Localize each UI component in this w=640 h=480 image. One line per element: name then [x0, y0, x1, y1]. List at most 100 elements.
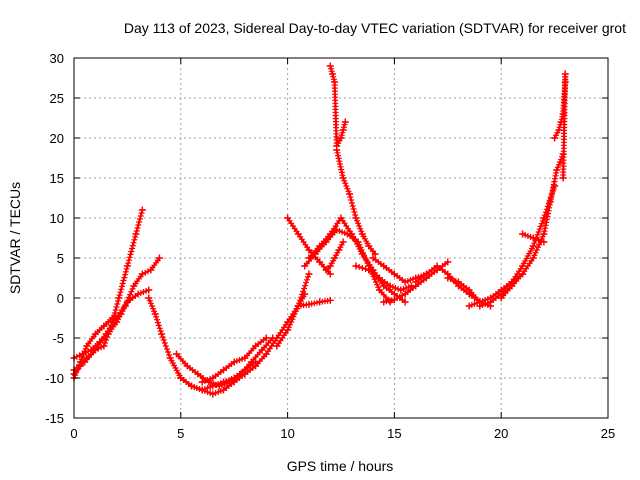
data-point — [559, 174, 567, 182]
data-point — [553, 166, 561, 174]
data-point — [284, 214, 292, 222]
data-point — [100, 322, 108, 330]
data-point — [132, 230, 140, 238]
data-point — [215, 382, 223, 390]
data-point — [151, 310, 159, 318]
data-point — [81, 358, 89, 366]
data-point — [519, 262, 527, 270]
data-point — [343, 230, 351, 238]
data-point — [375, 286, 383, 294]
series-markers — [327, 63, 349, 149]
data-point — [540, 238, 548, 246]
data-point — [301, 262, 309, 270]
data-point — [555, 126, 563, 134]
data-point — [305, 300, 313, 308]
data-points — [70, 62, 569, 398]
data-point — [401, 290, 409, 298]
data-point — [145, 294, 153, 302]
y-tick-label: -5 — [52, 331, 64, 346]
series-arc10 — [305, 214, 409, 306]
series-markers — [476, 183, 558, 309]
data-point — [91, 330, 99, 338]
data-point — [294, 302, 302, 310]
data-point — [183, 362, 191, 370]
series-line — [479, 185, 556, 308]
series-arc8 — [198, 334, 270, 386]
data-point — [375, 274, 383, 282]
data-point — [123, 298, 131, 306]
y-tick-label: 0 — [57, 291, 64, 306]
x-tick-label: 20 — [494, 426, 508, 441]
data-point — [369, 254, 377, 262]
data-point — [284, 326, 292, 334]
data-point — [422, 270, 430, 278]
data-point — [230, 378, 238, 386]
data-point — [540, 230, 548, 238]
data-point — [454, 278, 462, 286]
data-point — [209, 390, 217, 398]
data-point — [262, 334, 270, 342]
data-point — [335, 246, 343, 254]
data-point — [412, 278, 420, 286]
data-point — [346, 190, 354, 198]
data-point — [123, 262, 131, 270]
data-point — [113, 314, 121, 322]
data-point — [209, 374, 217, 382]
data-point — [352, 262, 360, 270]
x-tick-label: 15 — [387, 426, 401, 441]
data-point — [390, 296, 398, 304]
data-point — [433, 262, 441, 270]
data-point — [166, 354, 174, 362]
data-point — [273, 334, 281, 342]
series-arc24 — [497, 150, 567, 302]
data-point — [198, 386, 206, 394]
x-tick-label: 5 — [177, 426, 184, 441]
y-tick-label: 5 — [57, 251, 64, 266]
y-tick-label: -10 — [45, 371, 64, 386]
plot-frame — [73, 57, 609, 419]
data-point — [100, 342, 108, 350]
series-arc20 — [412, 262, 484, 306]
x-tick-label: 0 — [70, 426, 77, 441]
data-point — [322, 266, 330, 274]
series-arc11 — [301, 226, 394, 306]
data-point — [519, 230, 527, 238]
data-point — [177, 374, 185, 382]
data-point — [390, 270, 398, 278]
y-tick-label: -15 — [45, 411, 64, 426]
data-point — [258, 346, 266, 354]
data-point — [559, 110, 567, 118]
data-point — [83, 342, 91, 350]
y-tick-label: 25 — [50, 91, 64, 106]
series-line — [303, 228, 391, 303]
series-arc7 — [177, 290, 309, 398]
series-arc21 — [444, 274, 495, 310]
data-point — [134, 290, 142, 298]
data-point — [252, 362, 260, 370]
data-point — [341, 118, 349, 126]
data-point — [444, 258, 452, 266]
data-point — [326, 62, 334, 70]
data-point — [220, 386, 228, 394]
data-point — [326, 262, 334, 270]
data-point — [155, 254, 163, 262]
data-point — [529, 242, 537, 250]
data-point — [401, 278, 409, 286]
y-tick-label: 20 — [50, 131, 64, 146]
data-point — [147, 266, 155, 274]
data-point — [358, 230, 366, 238]
data-point — [339, 126, 347, 134]
series-arc16 — [326, 62, 349, 150]
data-point — [529, 254, 537, 262]
chart-title: Day 113 of 2023, Sidereal Day-to-day VTE… — [124, 20, 626, 36]
x-axis-label: GPS time / hours — [287, 458, 394, 474]
series-markers — [306, 215, 409, 305]
data-point — [444, 274, 452, 282]
data-point — [262, 350, 270, 358]
series-arc13 — [284, 214, 334, 278]
y-axis-label: SDTVAR / TECUs — [7, 182, 23, 294]
data-point — [508, 282, 516, 290]
x-tick-label: 25 — [601, 426, 615, 441]
grid-lines — [74, 58, 608, 418]
